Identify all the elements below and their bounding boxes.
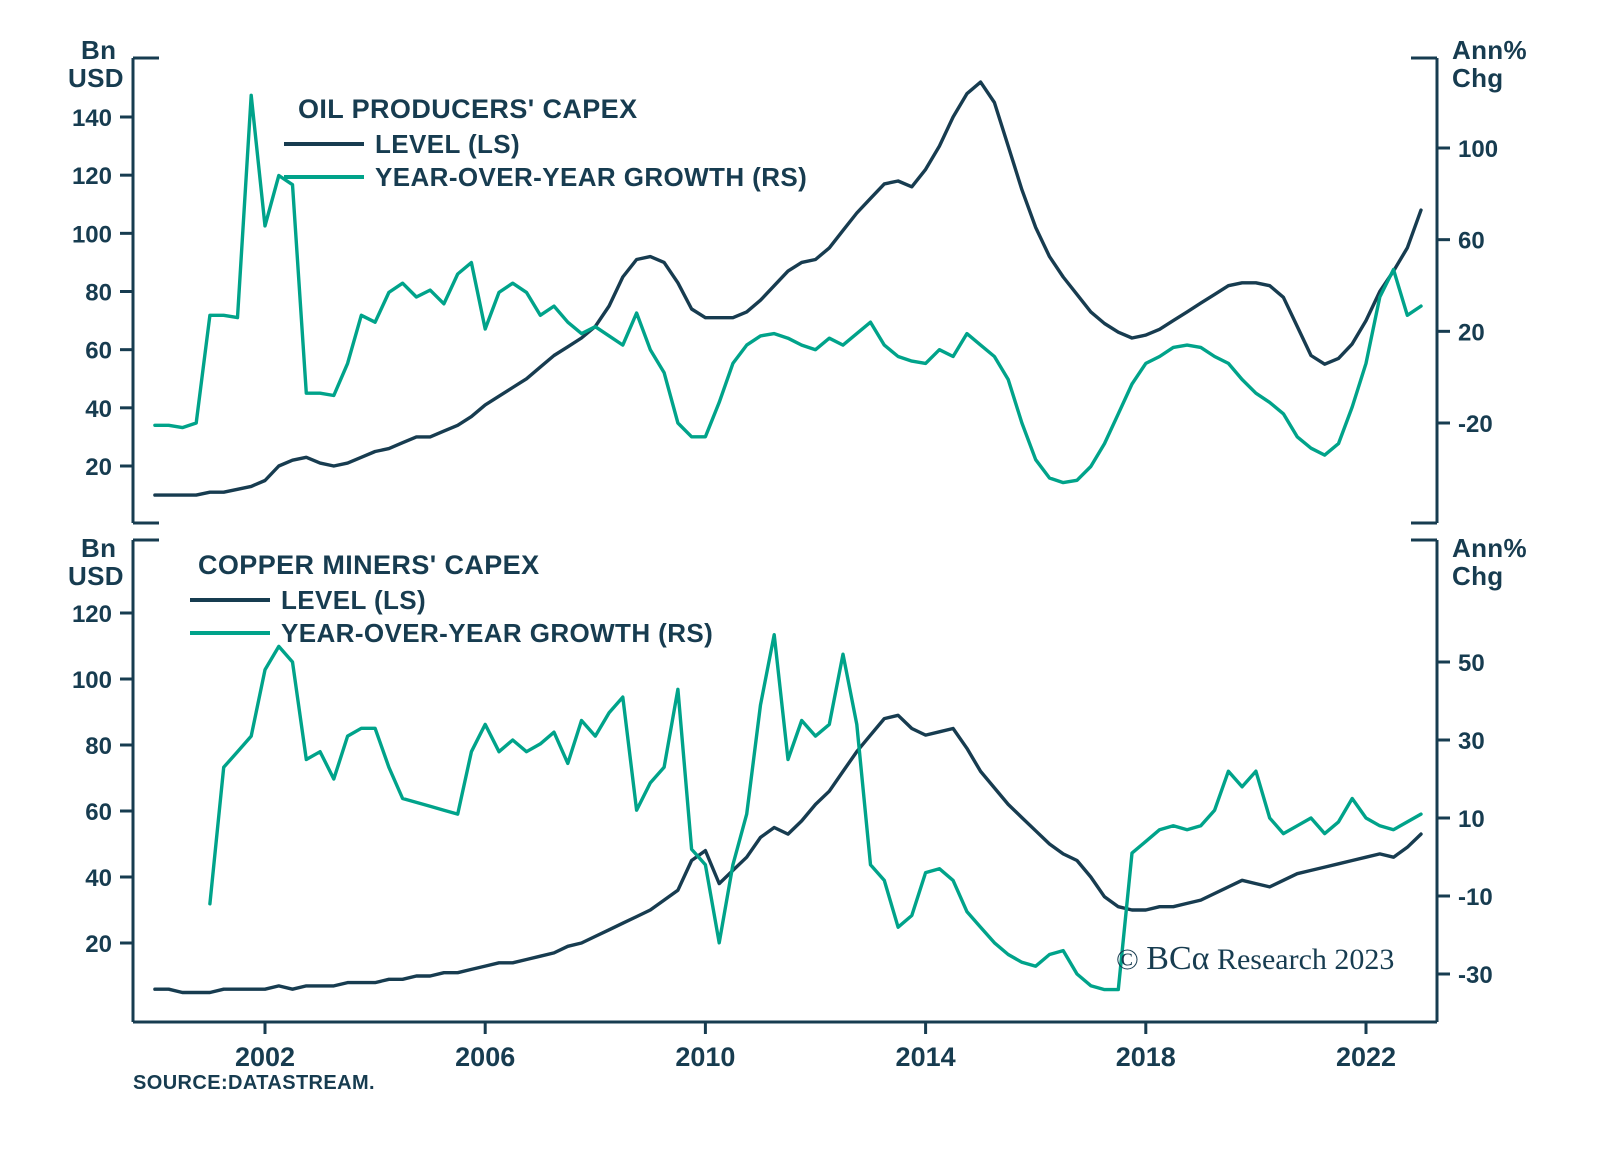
copper-left-tick-label: 60: [85, 799, 112, 826]
copper-level-line: [153, 713, 1423, 995]
copper-right-tick-label: -10: [1458, 884, 1493, 911]
axis-unit-text: USD: [68, 561, 124, 591]
oil-left-axis-unit: Bn USD: [68, 36, 124, 92]
oil-level-line: [153, 80, 1423, 497]
oil-right-tick-label: 100: [1458, 136, 1498, 163]
copyright-symbol: ©: [1116, 943, 1139, 976]
oil-right-tick-label: -20: [1458, 411, 1493, 438]
source-note: SOURCE:DATASTREAM.: [133, 1072, 376, 1094]
oil-left-tick-label: 120: [72, 163, 112, 190]
growth-line-swatch: [284, 175, 364, 179]
oil-left-tick-label: 100: [72, 221, 112, 248]
growth-legend-label: YEAR-OVER-YEAR GROWTH (RS): [281, 617, 714, 648]
oil-right-tick-label: 60: [1458, 228, 1485, 255]
copper-legend: COPPER MINERS' CAPEX LEVEL (LS) YEAR-OVE…: [190, 550, 714, 648]
oil-left-tick-label: 80: [85, 280, 112, 307]
growth-legend-label: YEAR-OVER-YEAR GROWTH (RS): [375, 161, 808, 192]
oil-left-tick-label: 20: [85, 454, 112, 481]
x-axis-tick-label: 2022: [1336, 1042, 1396, 1072]
copper-left-tick-label: 20: [85, 931, 112, 958]
oil-left-tick-label: 40: [85, 396, 112, 423]
branding-suffix: Research 2023: [1216, 943, 1395, 976]
x-axis-tick-label: 2018: [1116, 1042, 1176, 1072]
growth-line-swatch: [190, 631, 270, 635]
oil-legend: OIL PRODUCERS' CAPEX LEVEL (LS) YEAR-OVE…: [284, 94, 808, 192]
copper-left-axis-unit: Bn USD: [68, 534, 124, 590]
axis-unit-text: Chg: [1452, 561, 1504, 591]
level-line-swatch: [284, 142, 364, 146]
bca-research-branding: © BCα Research 2023: [1116, 940, 1394, 978]
copper-left-tick-label: 40: [85, 865, 112, 892]
oil-legend-row-level: LEVEL (LS): [284, 128, 807, 159]
copper-legend-row-level: LEVEL (LS): [190, 584, 713, 615]
copper-legend-row-growth: YEAR-OVER-YEAR GROWTH (RS): [190, 617, 714, 648]
copper-left-tick-label: 120: [72, 601, 112, 628]
axis-unit-text: USD: [68, 63, 124, 93]
axis-unit-text: Bn: [81, 533, 117, 563]
axis-unit-text: Ann%: [1452, 533, 1527, 563]
x-axis-tick-label: 2014: [896, 1042, 956, 1072]
oil-chart-title: OIL PRODUCERS' CAPEX: [298, 94, 638, 124]
copper-right-tick-label: 10: [1458, 806, 1485, 833]
copper-right-tick-label: 50: [1458, 650, 1485, 677]
oil-right-tick-label: 20: [1458, 319, 1485, 346]
bca-logo-text: BCα: [1146, 940, 1210, 977]
x-axis-tick-label: 2006: [455, 1042, 515, 1072]
oil-right-axis-unit: Ann% Chg: [1452, 36, 1527, 92]
oil-left-tick-label: 60: [85, 338, 112, 365]
copper-left-tick-label: 80: [85, 733, 112, 760]
copper-chart-title: COPPER MINERS' CAPEX: [198, 550, 540, 580]
axis-unit-text: Chg: [1452, 63, 1504, 93]
oil-yoy-growth-line: [153, 93, 1423, 485]
copper-right-tick-label: -30: [1458, 962, 1493, 989]
copper-right-tick-label: 30: [1458, 728, 1485, 755]
level-line-swatch: [190, 598, 270, 602]
level-legend-label: LEVEL (LS): [375, 128, 521, 159]
copper-left-tick-label: 100: [72, 667, 112, 694]
axis-unit-text: Ann%: [1452, 35, 1527, 65]
copper-yoy-growth-line: [208, 633, 1423, 992]
x-axis-tick-label: 2002: [235, 1042, 295, 1072]
x-axis-tick-label: 2010: [675, 1042, 735, 1072]
level-legend-label: LEVEL (LS): [281, 584, 427, 615]
oil-left-tick-label: 140: [72, 105, 112, 132]
axis-unit-text: Bn: [81, 35, 117, 65]
copper-right-axis-unit: Ann% Chg: [1452, 534, 1527, 590]
oil-legend-row-growth: YEAR-OVER-YEAR GROWTH (RS): [284, 161, 808, 192]
